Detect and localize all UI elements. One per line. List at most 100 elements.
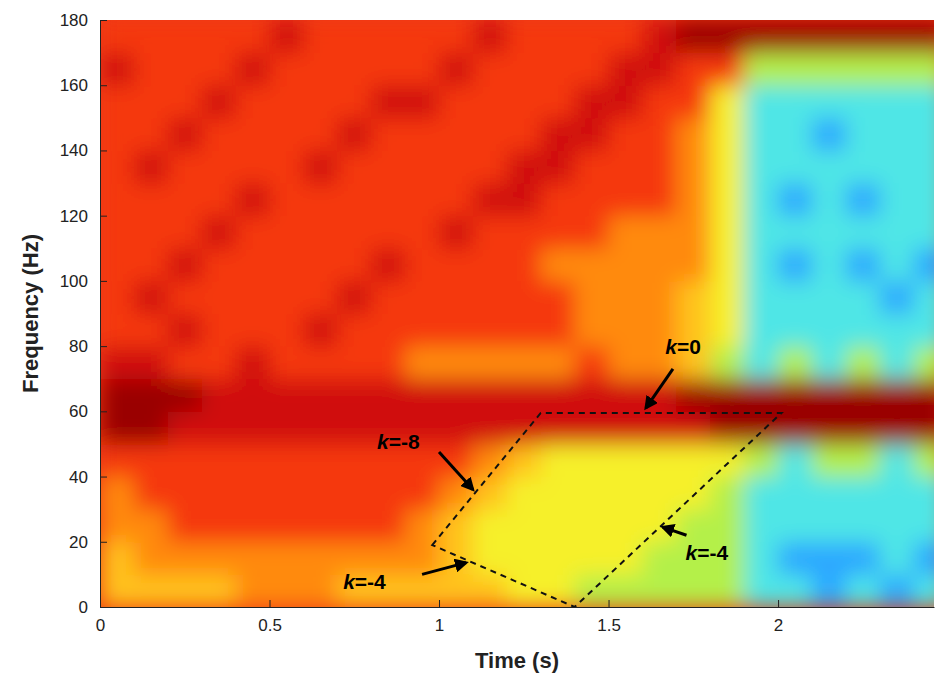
- heatmap-cell: [202, 444, 237, 477]
- heatmap-cell: [710, 150, 745, 183]
- heatmap-cell: [202, 314, 237, 347]
- heatmap-cell: [405, 53, 440, 86]
- heatmap-cell: [778, 248, 813, 281]
- heatmap-cell: [439, 509, 474, 542]
- y-tick: 160: [60, 76, 107, 95]
- heatmap-cell: [337, 281, 372, 314]
- heatmap-cell: [914, 314, 934, 347]
- heatmap-cell: [202, 542, 237, 575]
- heatmap-cell: [507, 150, 542, 183]
- heatmap-cell: [439, 183, 474, 216]
- heatmap-cell: [236, 183, 271, 216]
- plot-background: [100, 20, 934, 607]
- heatmap-cell: [710, 248, 745, 281]
- heatmap-cell: [880, 379, 915, 412]
- heatmap-cell: [507, 314, 542, 347]
- heatmap-cell: [473, 574, 508, 607]
- x-tick-label: 0.5: [258, 616, 282, 635]
- heatmap-cell: [609, 216, 644, 249]
- heatmap-cell: [642, 248, 677, 281]
- y-tick: 120: [60, 207, 107, 226]
- heatmap-cell: [303, 379, 338, 412]
- heatmap-cell: [168, 248, 203, 281]
- heatmap-cell: [846, 509, 881, 542]
- heatmap-cell: [642, 411, 677, 444]
- heatmap-cell: [439, 248, 474, 281]
- heatmap-cell: [846, 379, 881, 412]
- heatmap-cell: [473, 150, 508, 183]
- heatmap-cell: [473, 379, 508, 412]
- heatmap-cell: [812, 346, 847, 379]
- heatmap-cell: [676, 20, 711, 53]
- heatmap-cell: [846, 248, 881, 281]
- heatmap-cell: [439, 118, 474, 151]
- heatmap-cell: [880, 183, 915, 216]
- heatmap-cell: [812, 85, 847, 118]
- y-tick: 0: [79, 598, 107, 617]
- heatmap-cell: [202, 509, 237, 542]
- heatmap-cell: [270, 574, 305, 607]
- x-tick-mark: [778, 600, 779, 607]
- heatmap-cell: [744, 411, 779, 444]
- heatmap-cell: [439, 379, 474, 412]
- heatmap-cell: [168, 281, 203, 314]
- heatmap-cell: [337, 477, 372, 510]
- heatmap-cell: [202, 183, 237, 216]
- heatmap-cell: [575, 444, 610, 477]
- heatmap-cell: [778, 379, 813, 412]
- heatmap-cell: [541, 346, 576, 379]
- heatmap-cell: [473, 183, 508, 216]
- heatmap-cell: [439, 314, 474, 347]
- heatmap-cell: [812, 183, 847, 216]
- heatmap-cell: [744, 346, 779, 379]
- heatmap-cell: [100, 53, 135, 86]
- heatmap-cell: [168, 183, 203, 216]
- heatmap-cell: [168, 118, 203, 151]
- heatmap-cell: [710, 411, 745, 444]
- heatmap-cell: [405, 314, 440, 347]
- heatmap-cell: [575, 183, 610, 216]
- heatmap-cell: [303, 118, 338, 151]
- heatmap-cell: [778, 509, 813, 542]
- heatmap-cell: [880, 542, 915, 575]
- heatmap-cell: [337, 85, 372, 118]
- heatmap-cell: [507, 477, 542, 510]
- heatmap-cell: [880, 574, 915, 607]
- heatmap-cell: [575, 509, 610, 542]
- heatmap-cell: [202, 118, 237, 151]
- heatmap-cell: [202, 248, 237, 281]
- heatmap-cell: [168, 314, 203, 347]
- heatmap-cell: [202, 150, 237, 183]
- heatmap-cell: [100, 150, 135, 183]
- heatmap-cell: [744, 509, 779, 542]
- heatmap-cell: [914, 118, 934, 151]
- annotation-label: k=0: [665, 335, 701, 358]
- x-tick: 0.5: [258, 600, 282, 635]
- heatmap-cell: [744, 53, 779, 86]
- heatmap-cell: [507, 379, 542, 412]
- heatmap-cell: [676, 53, 711, 86]
- heatmap-cell: [473, 314, 508, 347]
- heatmap-cell: [134, 542, 169, 575]
- heatmap-cell: [880, 314, 915, 347]
- heatmap-cell: [846, 314, 881, 347]
- heatmap-cell: [405, 574, 440, 607]
- heatmap-cell: [575, 20, 610, 53]
- chart-container: 00.511.52020406080100120140160180Time (s…: [0, 0, 939, 693]
- heatmap-cell: [914, 183, 934, 216]
- heatmap-cell: [642, 150, 677, 183]
- heatmap-cell: [202, 477, 237, 510]
- y-tick-mark: [100, 216, 107, 217]
- heatmap-cell: [270, 53, 305, 86]
- heatmap-cell: [880, 444, 915, 477]
- heatmap-cell: [270, 509, 305, 542]
- heatmap-cell: [676, 444, 711, 477]
- heatmap-cell: [134, 574, 169, 607]
- heatmap-cell: [575, 150, 610, 183]
- y-tick-label: 100: [60, 272, 88, 291]
- heatmap-cell: [168, 85, 203, 118]
- heatmap-cell: [507, 248, 542, 281]
- heatmap-cell: [236, 574, 271, 607]
- heatmap-cell: [609, 314, 644, 347]
- heatmap-cell: [710, 477, 745, 510]
